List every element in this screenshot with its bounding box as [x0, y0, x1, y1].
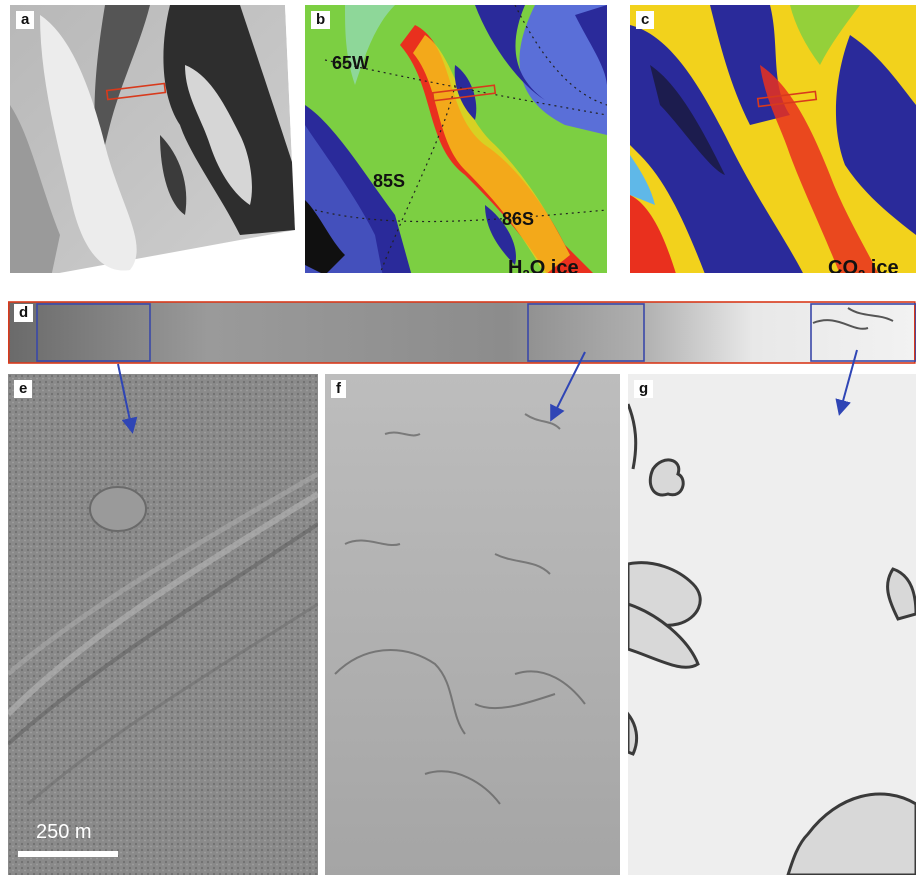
panel-f-detail: f [325, 374, 620, 875]
longitude-label-65w: 65W [332, 53, 370, 73]
panel-g-detail: g [628, 374, 916, 875]
panel-label-b: b [311, 11, 331, 29]
panel-label-e: e [14, 380, 33, 398]
arrow-to-e [117, 363, 138, 434]
latitude-label-86s: 86S [502, 209, 535, 229]
overview-terrain [10, 5, 295, 282]
h2o-ice-heatmap [305, 5, 607, 287]
latitude-label-85s: 85S [373, 171, 406, 191]
panel-label-d: d [14, 304, 34, 322]
panel-b-h2o-ice-map: b 65W 85S 86S H2O ice [305, 5, 607, 287]
panel-e-detail: e 250 m [8, 374, 318, 875]
strip-red-outline [8, 301, 916, 364]
strip-image [8, 273, 916, 365]
strip-box-f [527, 303, 645, 362]
arrow-to-g [835, 349, 858, 416]
panel-a-overview-image: a [10, 5, 295, 282]
footprint-outline [105, 82, 167, 101]
strip-box-e [36, 303, 151, 362]
arrow-to-f [550, 351, 586, 422]
bright-terrain-image [628, 374, 916, 875]
co2-ice-heatmap [630, 5, 916, 287]
panel-label-c: c [636, 11, 655, 29]
panel-label-f: f [331, 380, 346, 398]
panel-c-co2-ice-map: c CO2 ice [630, 5, 916, 287]
footprint-outline-c [756, 90, 818, 108]
strip-gradient [8, 302, 916, 363]
footprint-outline-b [431, 84, 497, 102]
panel-d-strip: d [8, 273, 916, 365]
scale-bar [18, 851, 118, 857]
strip-box-g [810, 303, 916, 362]
polygonal-terrain-image [325, 374, 620, 875]
scale-bar-label: 250 m [36, 821, 92, 843]
panel-label-a: a [16, 11, 35, 29]
rough-terrain-image [8, 374, 318, 875]
panel-label-g: g [634, 380, 654, 398]
